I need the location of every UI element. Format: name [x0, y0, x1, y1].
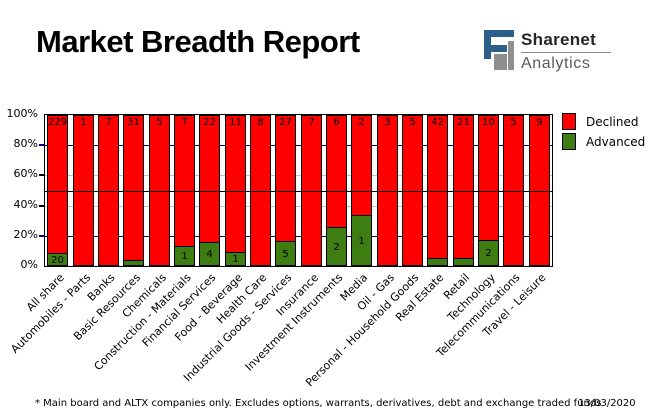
declined-count-label: 8	[257, 117, 264, 128]
bar-declined-segment: 9	[529, 115, 550, 266]
declined-count-label: 31	[127, 117, 140, 128]
bar-declined-segment: 11	[225, 115, 246, 253]
bar-advanced-segment: 1	[174, 246, 195, 266]
gridline-20	[45, 236, 552, 237]
declined-count-label: 229	[47, 117, 68, 128]
bar-advanced-segment	[453, 258, 474, 266]
sharenet-logo: Sharenet Analytics	[484, 30, 644, 74]
gridline-60	[45, 175, 552, 176]
declined-count-label: 7	[308, 117, 315, 128]
report-date: 13/03/2020	[578, 398, 636, 409]
page-title: Market Breadth Report	[36, 24, 360, 59]
footnote-text: * Main board and ALTX companies only. Ex…	[35, 398, 602, 409]
declined-count-label: 1	[80, 117, 87, 128]
advanced-count-label: 5	[282, 248, 289, 260]
y-axis-tick-20	[39, 235, 44, 237]
bar-declined-segment: 27	[275, 115, 296, 242]
declined-count-label: 6	[333, 117, 340, 128]
declined-count-label: 5	[409, 117, 416, 128]
declined-count-label: 7	[181, 117, 188, 128]
bar-declined-segment: 7	[301, 115, 322, 266]
sharenet-s-icon	[484, 30, 514, 70]
bar-advanced-segment: 1	[351, 215, 372, 266]
legend-item-declined: Declined	[562, 113, 645, 130]
breadth-bar-chart-plot: 229 20 1 7 31 5 7 1 22 4 11 1 8 27 5 7 6 2 2 1 3 5 42 21 10 2 5 9	[44, 114, 553, 267]
advanced-count-label: 1	[358, 235, 365, 247]
bar-declined-segment: 10	[478, 115, 499, 241]
y-axis-label: 20%	[13, 228, 38, 241]
y-axis-label: 80%	[13, 137, 38, 150]
bar-declined-segment: 7	[174, 115, 195, 247]
bar-declined-segment: 6	[326, 115, 347, 228]
declined-count-label: 27	[279, 117, 292, 128]
advanced-swatch	[562, 133, 576, 150]
logo-name: Sharenet	[521, 30, 597, 49]
y-axis-label: 0%	[20, 258, 38, 271]
bar-advanced-segment: 1	[225, 252, 246, 266]
logo-text: Sharenet Analytics	[521, 30, 611, 73]
bar-declined-segment: 3	[377, 115, 398, 266]
declined-count-label: 2	[358, 117, 365, 128]
bar-advanced-segment: 5	[275, 241, 296, 266]
fifty-percent-reference-line	[45, 191, 552, 192]
declined-count-label: 11	[229, 117, 242, 128]
declined-count-label: 7	[105, 117, 112, 128]
bar-advanced-segment	[427, 258, 448, 266]
declined-count-label: 9	[536, 117, 543, 128]
declined-count-label: 21	[457, 117, 470, 128]
advanced-count-label: 2	[333, 241, 340, 253]
bar-advanced-segment: 2	[478, 240, 499, 266]
bar-declined-segment: 5	[503, 115, 524, 266]
legend-item-advanced: Advanced	[562, 133, 645, 150]
legend-declined-label: Declined	[586, 114, 639, 129]
y-axis-label: 100%	[6, 107, 38, 120]
bar-advanced-segment: 20	[47, 253, 68, 266]
logo-subtitle: Analytics	[521, 55, 591, 72]
declined-count-label: 42	[431, 117, 444, 128]
declined-count-label: 3	[384, 117, 391, 128]
bar-declined-segment: 21	[453, 115, 474, 259]
bar-advanced-segment: 2	[326, 227, 347, 266]
declined-count-label: 10	[482, 117, 495, 128]
legend-advanced-label: Advanced	[586, 134, 646, 149]
bar-declined-segment: 7	[98, 115, 119, 266]
chart-legend: Declined Advanced	[562, 113, 645, 153]
bar-declined-segment: 2	[351, 115, 372, 216]
y-axis-tick-40	[39, 205, 44, 207]
y-axis-label: 60%	[13, 167, 38, 180]
declined-count-label: 5	[510, 117, 517, 128]
y-axis-tick-60	[39, 174, 44, 176]
bar-declined-segment: 5	[149, 115, 170, 266]
bar-declined-segment: 1	[73, 115, 94, 266]
bar-declined-segment: 22	[199, 115, 220, 243]
declined-count-label: 5	[156, 117, 163, 128]
y-axis-tick-80	[39, 144, 44, 146]
advanced-count-label: 4	[206, 249, 213, 260]
y-axis-label: 40%	[13, 198, 38, 211]
gridline-80	[45, 145, 552, 146]
bar-declined-segment: 5	[402, 115, 423, 266]
gridline-40	[45, 206, 552, 207]
bar-declined-segment: 42	[427, 115, 448, 259]
advanced-count-label: 2	[485, 248, 492, 259]
advanced-count-label: 1	[232, 254, 239, 265]
advanced-count-label: 20	[51, 254, 64, 266]
declined-count-label: 22	[203, 117, 216, 128]
declined-swatch	[562, 113, 576, 130]
bar-advanced-segment: 4	[199, 242, 220, 266]
bar-declined-segment: 31	[123, 115, 144, 261]
bar-declined-segment: 229	[47, 115, 68, 254]
logo-divider	[521, 52, 611, 53]
bar-advanced-segment	[123, 260, 144, 266]
advanced-count-label: 1	[181, 251, 188, 262]
bar-declined-segment: 8	[250, 115, 271, 266]
